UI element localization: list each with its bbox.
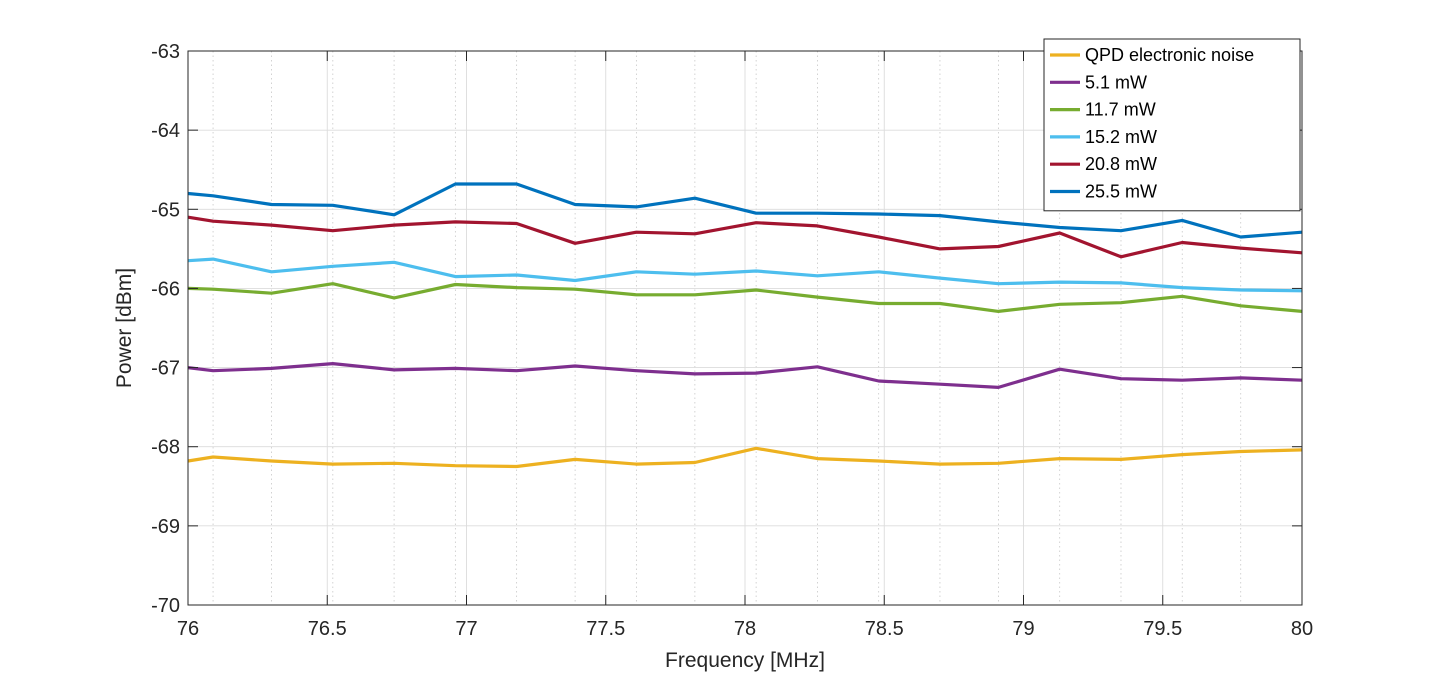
y-tick-label: -63 xyxy=(151,41,180,63)
legend-entry: QPD electronic noise xyxy=(1085,45,1254,65)
y-axis-label: Power [dBm] xyxy=(113,268,136,388)
x-tick-label: 76 xyxy=(177,618,199,640)
axis-ticks xyxy=(187,50,1303,606)
series-line-5-1-mw xyxy=(187,362,1303,389)
series-line-25-5-mw xyxy=(187,182,1303,239)
legend-entry: 15.2 mW xyxy=(1085,127,1157,147)
legend-entry: 25.5 mW xyxy=(1085,182,1157,202)
legend-box xyxy=(1043,38,1301,212)
y-tick-label: -67 xyxy=(151,358,180,380)
series-line-20-8-mw xyxy=(187,215,1303,259)
x-tick-label: 77.5 xyxy=(586,618,625,640)
x-tick-label: 79.5 xyxy=(1143,618,1182,640)
y-tick-label: -69 xyxy=(151,516,180,538)
y-tick-label: -68 xyxy=(151,437,180,459)
legend-entry: 11.7 mW xyxy=(1085,100,1156,120)
legend-entry: 5.1 mW xyxy=(1085,72,1147,92)
series-line-15-2-mw xyxy=(187,257,1303,293)
x-tick-label: 78.5 xyxy=(865,618,904,640)
x-tick-labels: 76 76.5 77 77.5 78 78.5 79 79.5 80 xyxy=(177,618,1313,640)
y-tick-labels: -70 -69 -68 -67 -66 -65 -64 -63 xyxy=(151,41,180,617)
x-tick-label: 79 xyxy=(1012,618,1034,640)
series-line-qpd-electronic-noise xyxy=(187,446,1303,469)
x-axis-label: Frequency [MHz] xyxy=(665,649,825,672)
x-tick-label: 77 xyxy=(455,618,477,640)
y-tick-label: -65 xyxy=(151,199,180,221)
x-tick-label: 76.5 xyxy=(308,618,347,640)
y-tick-label: -64 xyxy=(151,120,180,142)
series-lines xyxy=(187,182,1303,469)
series-line-11-7-mw xyxy=(187,282,1303,313)
legend-entry: 20.8 mW xyxy=(1085,154,1157,174)
x-tick-label: 80 xyxy=(1291,618,1313,640)
x-tick-label: 78 xyxy=(734,618,756,640)
y-tick-label: -70 xyxy=(151,595,180,617)
y-tick-label: -66 xyxy=(151,278,180,300)
legend: QPD electronic noise 5.1 mW 11.7 mW 15.2 mW… xyxy=(1043,38,1301,212)
